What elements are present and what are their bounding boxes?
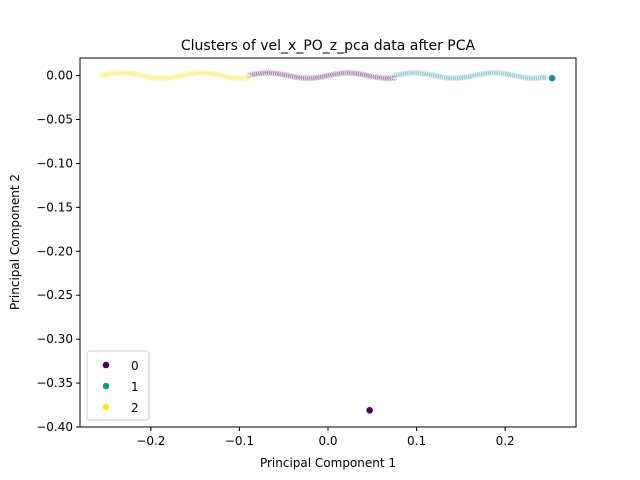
data-point [263,69,272,77]
data-point [153,74,161,82]
data-point [242,74,250,82]
data-point [344,69,352,77]
data-point [342,69,350,77]
y-tick-label: −0.25 [36,288,73,302]
data-point [539,73,547,82]
data-point [231,74,240,82]
y-tick-label: −0.10 [36,156,73,170]
x-axis-label: Principal Component 1 [260,456,396,470]
data-point [121,69,130,77]
data-point [306,74,314,82]
y-axis-ticks: 0.00 −0.05 −0.10 −0.15 −0.20 −0.25 −0.30 −0.35 −… [36,69,80,434]
data-point [197,69,206,77]
x-axis-ticks: −0.2 −0.1 0.0 0.1 0.2 [136,427,515,448]
data-point [257,69,265,78]
data-point [195,69,204,77]
data-point [191,69,200,77]
data-point [111,69,119,78]
data-point [193,69,202,77]
data-point [240,74,248,82]
y-axis-label: Principal Component 2 [8,174,22,310]
data-point [259,69,267,77]
y-tick-label: −0.40 [36,420,73,434]
legend-marker [102,403,110,411]
data-point [236,74,244,82]
data-point [117,69,125,77]
data-point [244,74,252,82]
data-point [297,74,305,82]
data-point [301,74,310,82]
data-point [234,74,242,82]
data-point [346,69,354,77]
data-point [303,74,312,82]
y-tick-label: −0.05 [36,113,73,127]
data-point [378,74,386,82]
y-tick-label: −0.35 [36,376,73,390]
data-point [382,74,390,82]
x-tick-label: −0.2 [136,434,165,448]
data-point [119,69,128,77]
legend-items: 0 1 2 [102,359,139,415]
x-tick-label: 0.1 [407,434,426,448]
x-tick-label: 0.0 [318,434,337,448]
data-point [337,69,346,77]
data-point [541,73,549,81]
data-point [299,74,308,82]
legend-label: 0 [131,359,139,373]
legend-marker [102,361,110,369]
data-point [386,74,394,82]
data-point [267,69,276,77]
data-point [388,74,397,82]
plot-area [98,69,556,415]
data-point [151,74,159,82]
data-point [115,69,123,77]
legend-marker [102,382,110,390]
data-point [200,69,208,77]
data-point [155,74,164,82]
y-tick-label: −0.30 [36,332,73,346]
data-point [113,69,121,77]
legend-frame [86,350,150,421]
y-tick-label: −0.15 [36,200,73,214]
y-tick-label: 0.00 [46,69,73,83]
y-tick-label: −0.20 [36,244,73,258]
data-point [261,69,269,77]
x-tick-label: −0.1 [225,434,254,448]
legend: 0 1 2 [86,350,150,421]
x-tick-label: 0.2 [496,434,515,448]
data-point [365,406,374,415]
legend-label: 2 [131,401,139,415]
legend-label: 1 [131,380,139,394]
chart-title: Clusters of vel_x_PO_z_pca data after PC… [181,38,476,54]
data-point [339,69,348,77]
data-point [159,74,168,82]
data-point [265,69,274,77]
data-point [380,74,388,82]
data-point [238,74,246,82]
data-point [157,74,166,82]
data-point [548,74,556,83]
data-point [384,74,392,82]
